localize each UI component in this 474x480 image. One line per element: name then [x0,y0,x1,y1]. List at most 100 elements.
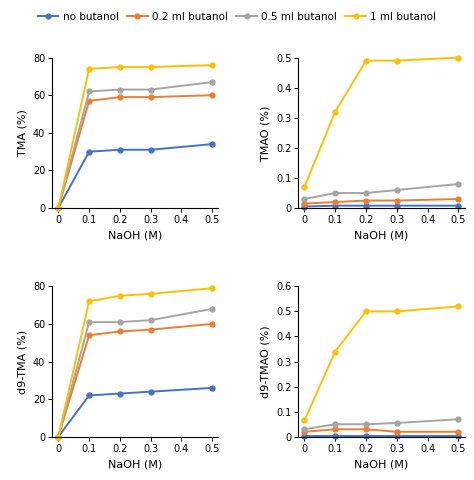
no butanol [301,433,307,439]
X-axis label: NaOH (M): NaOH (M) [108,230,163,240]
no butanol [456,433,461,439]
0.2 ml butanol [86,98,92,104]
no butanol [332,203,338,208]
Y-axis label: TMAO (%): TMAO (%) [260,105,270,160]
Line: no butanol: no butanol [302,433,461,438]
1 ml butanol [210,62,215,68]
no butanol [394,433,400,439]
1 ml butanol [456,55,461,60]
Line: no butanol: no butanol [56,142,215,211]
no butanol [55,205,61,211]
0.2 ml butanol [117,329,123,335]
0.5 ml butanol [55,434,61,440]
1 ml butanol [363,309,369,314]
no butanol [394,203,400,208]
1 ml butanol [301,184,307,190]
0.5 ml butanol [148,87,154,93]
no butanol [210,385,215,391]
0.5 ml butanol [148,317,154,323]
1 ml butanol [117,293,123,299]
0.2 ml butanol [332,426,338,432]
1 ml butanol [456,303,461,309]
0.5 ml butanol [210,306,215,312]
Line: 1 ml butanol: 1 ml butanol [302,304,461,423]
Line: 0.5 ml butanol: 0.5 ml butanol [56,80,215,211]
no butanol [210,141,215,147]
1 ml butanol [363,58,369,63]
no butanol [456,203,461,208]
X-axis label: NaOH (M): NaOH (M) [108,459,163,469]
Line: 0.2 ml butanol: 0.2 ml butanol [56,93,215,211]
no butanol [363,433,369,439]
0.5 ml butanol [86,319,92,325]
0.5 ml butanol [301,426,307,432]
0.2 ml butanol [55,434,61,440]
Legend: no butanol, 0.2 ml butanol, 0.5 ml butanol, 1 ml butanol: no butanol, 0.2 ml butanol, 0.5 ml butan… [34,8,440,26]
0.5 ml butanol [86,89,92,95]
0.2 ml butanol [210,321,215,327]
Line: 1 ml butanol: 1 ml butanol [302,55,461,190]
Line: 1 ml butanol: 1 ml butanol [56,63,215,211]
0.5 ml butanol [456,416,461,422]
no butanol [117,147,123,153]
1 ml butanol [148,291,154,297]
0.5 ml butanol [363,190,369,196]
1 ml butanol [55,205,61,211]
0.5 ml butanol [332,190,338,196]
0.2 ml butanol [117,94,123,100]
1 ml butanol [148,64,154,70]
0.2 ml butanol [210,92,215,98]
0.2 ml butanol [148,327,154,333]
0.5 ml butanol [363,421,369,427]
Line: 0.5 ml butanol: 0.5 ml butanol [56,306,215,439]
Y-axis label: d9-TMA (%): d9-TMA (%) [17,329,27,394]
no butanol [148,147,154,153]
Line: no butanol: no butanol [56,385,215,439]
1 ml butanol [86,66,92,72]
1 ml butanol [394,309,400,314]
no butanol [148,389,154,395]
1 ml butanol [86,299,92,304]
1 ml butanol [210,285,215,291]
0.5 ml butanol [210,79,215,85]
0.5 ml butanol [301,196,307,202]
0.2 ml butanol [301,429,307,435]
0.2 ml butanol [394,198,400,204]
0.2 ml butanol [456,429,461,435]
no butanol [86,393,92,398]
0.5 ml butanol [332,421,338,427]
Line: 0.5 ml butanol: 0.5 ml butanol [302,181,461,202]
Y-axis label: TMA (%): TMA (%) [17,109,27,156]
no butanol [55,434,61,440]
0.5 ml butanol [394,420,400,426]
0.2 ml butanol [363,426,369,432]
1 ml butanol [117,64,123,70]
X-axis label: NaOH (M): NaOH (M) [354,230,409,240]
no butanol [301,204,307,209]
Line: 1 ml butanol: 1 ml butanol [56,286,215,439]
Y-axis label: d9-TMAO (%): d9-TMAO (%) [260,325,270,398]
0.5 ml butanol [456,181,461,187]
Line: 0.2 ml butanol: 0.2 ml butanol [302,427,461,434]
no butanol [86,149,92,155]
0.5 ml butanol [117,87,123,93]
0.2 ml butanol [394,429,400,435]
Line: 0.2 ml butanol: 0.2 ml butanol [302,197,461,206]
0.2 ml butanol [55,205,61,211]
0.5 ml butanol [55,205,61,211]
no butanol [117,391,123,396]
1 ml butanol [332,109,338,115]
0.5 ml butanol [117,319,123,325]
0.2 ml butanol [456,196,461,202]
0.2 ml butanol [86,332,92,338]
1 ml butanol [55,434,61,440]
0.2 ml butanol [148,94,154,100]
1 ml butanol [394,58,400,63]
0.2 ml butanol [301,201,307,206]
Line: 0.2 ml butanol: 0.2 ml butanol [56,322,215,439]
Line: no butanol: no butanol [302,203,461,209]
X-axis label: NaOH (M): NaOH (M) [354,459,409,469]
0.5 ml butanol [394,187,400,193]
1 ml butanol [301,418,307,423]
no butanol [332,433,338,439]
